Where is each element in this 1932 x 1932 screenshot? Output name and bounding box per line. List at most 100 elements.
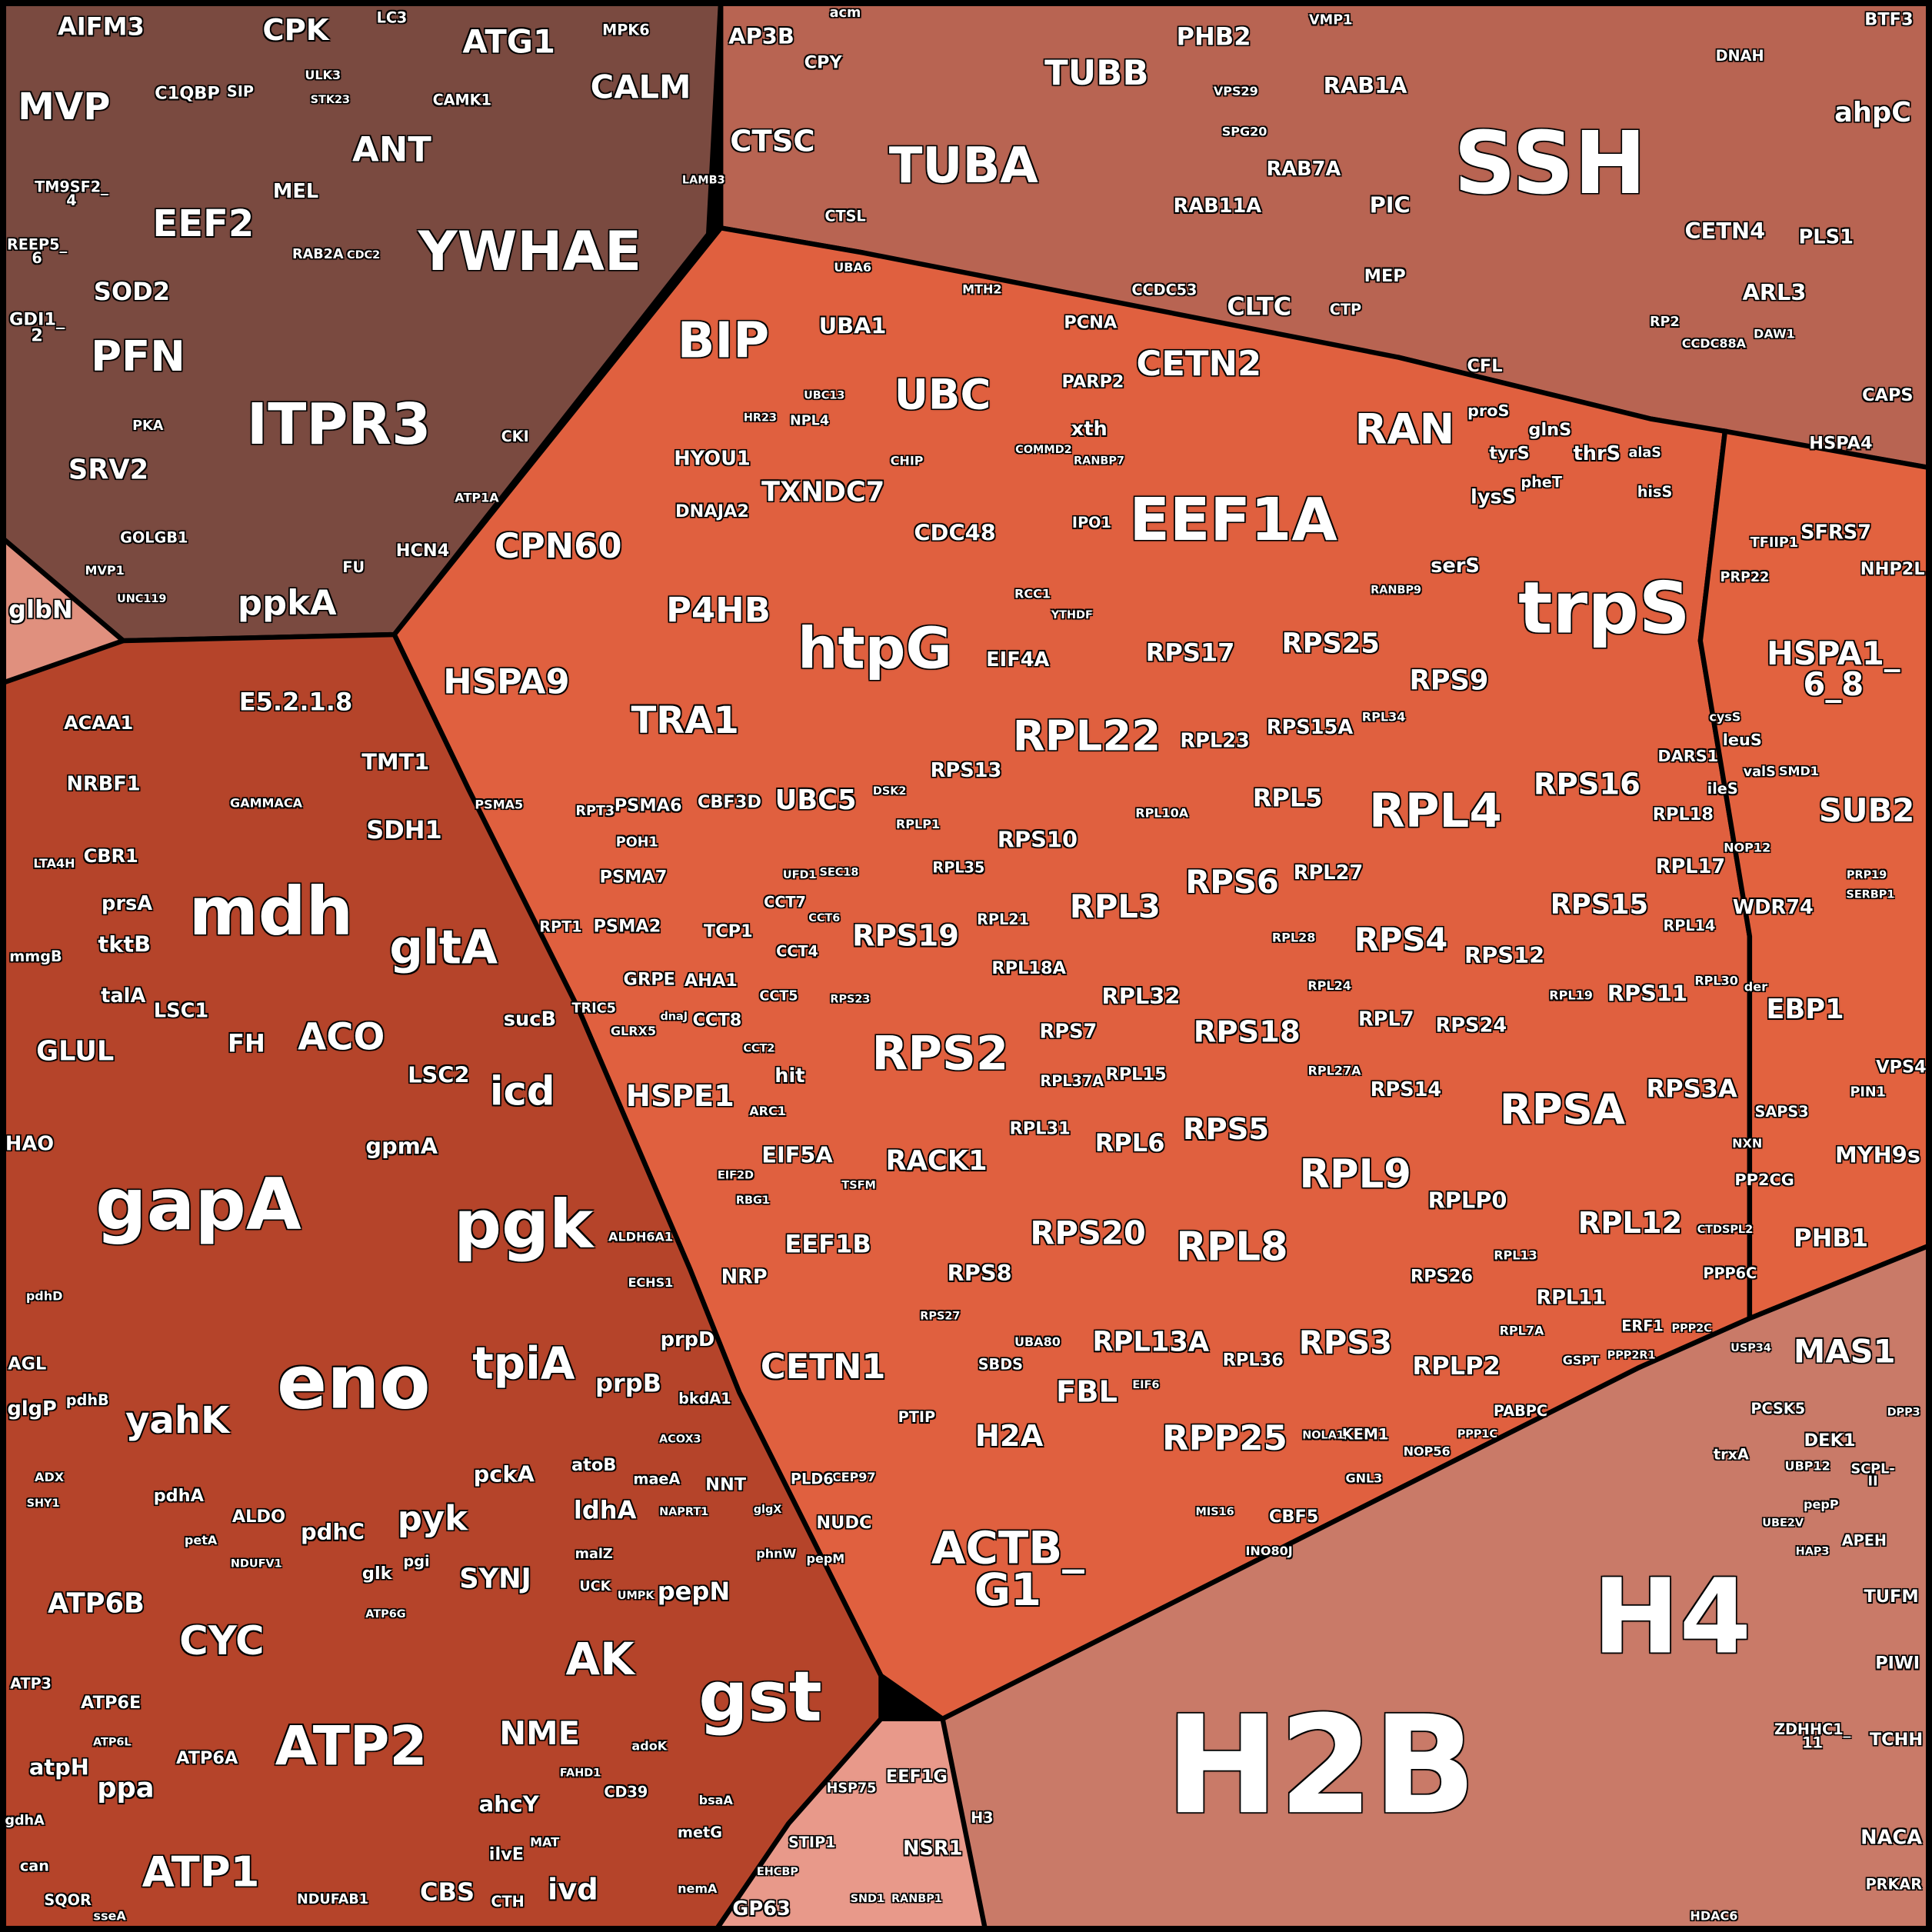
cell-label: UBC13 bbox=[804, 390, 845, 403]
cell-label: HSPA4 bbox=[1809, 434, 1873, 455]
cell-label: PIC bbox=[1369, 192, 1411, 219]
cell-label: CPK bbox=[262, 12, 329, 48]
cell-label: RPL7A bbox=[1499, 1324, 1544, 1339]
cell-label: MEP bbox=[1364, 266, 1406, 287]
cell-label: UMPK bbox=[617, 1590, 655, 1603]
cell-label: RPL31 bbox=[1009, 1119, 1071, 1139]
cell-label: pdhD bbox=[25, 1290, 63, 1304]
cell-label: SND1 bbox=[850, 1893, 885, 1906]
cell-label: SOD2 bbox=[93, 276, 171, 307]
cell-label: HSPA1_ 6_8 bbox=[1767, 636, 1900, 704]
cell-label: SAPS3 bbox=[1754, 1103, 1809, 1121]
cell-label: LSC1 bbox=[153, 998, 209, 1022]
cell-label: CBS bbox=[420, 1877, 475, 1907]
cell-label: CKI bbox=[501, 428, 529, 445]
region-7 bbox=[711, 1716, 988, 1932]
cell-label: CDC48 bbox=[914, 520, 996, 547]
cell-label: MEL bbox=[272, 178, 319, 203]
cell-label: DAW1 bbox=[1754, 328, 1795, 342]
cell-label: MYH9s bbox=[1835, 1142, 1920, 1169]
cell-label: NDUFV1 bbox=[230, 1558, 282, 1571]
cell-label: CLTC bbox=[1227, 291, 1292, 321]
cell-label: CCT4 bbox=[776, 943, 818, 961]
cell-label: xth bbox=[1071, 417, 1108, 441]
cell-label: RPS7 bbox=[1039, 1019, 1098, 1043]
cell-label: CHIP bbox=[890, 455, 924, 469]
cell-label: CCT2 bbox=[743, 1043, 775, 1056]
cell-label: HSPA9 bbox=[443, 661, 570, 702]
cell-label: bkdA1 bbox=[678, 1390, 731, 1408]
cell-label: RANBP1 bbox=[891, 1893, 942, 1906]
cell-label: ULK3 bbox=[305, 69, 341, 83]
cell-label: ldhA bbox=[573, 1495, 637, 1525]
cell-label: valS bbox=[1743, 763, 1776, 780]
cell-label: serS bbox=[1431, 553, 1480, 578]
cell-label: CTSL bbox=[824, 207, 866, 225]
cell-label: mmgB bbox=[9, 948, 62, 965]
cell-label: NUDC bbox=[816, 1513, 872, 1534]
cell-label: RPL18A bbox=[991, 958, 1066, 979]
cell-label: atpH bbox=[28, 1755, 89, 1781]
cell-label: GAMMACA bbox=[230, 797, 303, 811]
cell-label: RPL23 bbox=[1180, 728, 1250, 752]
cell-label: ARL3 bbox=[1742, 280, 1807, 307]
cell-label: pyk bbox=[397, 1497, 468, 1539]
cell-label: mdh bbox=[188, 872, 354, 951]
cell-label: ATG1 bbox=[462, 24, 555, 62]
cell-label: ARC1 bbox=[749, 1105, 786, 1120]
cell-label: PPP1C bbox=[1457, 1428, 1498, 1441]
cell-label: ATP6G bbox=[365, 1608, 406, 1621]
cell-label: RACK1 bbox=[885, 1146, 988, 1178]
cell-label: prpD bbox=[660, 1327, 715, 1351]
cell-label: gapA bbox=[95, 1162, 301, 1247]
cell-label: proS bbox=[1467, 402, 1510, 421]
cell-label: RPS15 bbox=[1550, 890, 1649, 921]
cell-label: RP2 bbox=[1649, 314, 1680, 330]
cell-label: CETN2 bbox=[1136, 343, 1262, 385]
cell-label: CCT7 bbox=[764, 893, 806, 911]
cell-label: ATP6B bbox=[48, 1588, 145, 1620]
cell-label: CAPS bbox=[1862, 386, 1914, 406]
cell-label: GP63 bbox=[732, 1897, 791, 1920]
cell-label: VPS4 bbox=[1876, 1058, 1927, 1078]
region-4 bbox=[0, 631, 884, 1932]
cell-label: RANBP9 bbox=[1371, 585, 1422, 598]
cell-label: SMD1 bbox=[1779, 765, 1819, 779]
cell-label: CDC2 bbox=[347, 249, 381, 262]
cell-label: EIF4A bbox=[986, 647, 1050, 671]
cell-label: SERBP1 bbox=[1846, 889, 1895, 902]
cell-label: RPLP0 bbox=[1427, 1188, 1507, 1214]
cell-label: POH1 bbox=[615, 834, 658, 851]
cell-label: TSFM bbox=[841, 1180, 876, 1193]
cell-label: gltA bbox=[389, 920, 498, 975]
cell-label: ivd bbox=[548, 1872, 598, 1907]
cell-label: RPL9 bbox=[1299, 1150, 1411, 1198]
cell-label: pheT bbox=[1521, 473, 1562, 491]
cell-label: gpmA bbox=[365, 1134, 438, 1161]
cell-label: nemA bbox=[678, 1883, 718, 1897]
cell-label: can bbox=[19, 1857, 49, 1875]
cell-label: icd bbox=[489, 1068, 555, 1115]
cell-label: glnS bbox=[1528, 420, 1572, 441]
cell-label: glgX bbox=[753, 1504, 782, 1517]
cell-label: tyrS bbox=[1489, 444, 1530, 464]
cell-label: AHA1 bbox=[684, 971, 738, 991]
cell-label: RPS14 bbox=[1370, 1077, 1442, 1101]
cell-label: CALM bbox=[590, 69, 691, 107]
cell-label: eno bbox=[276, 1340, 431, 1427]
cell-label: TRA1 bbox=[631, 699, 739, 743]
cell-label: RPS11 bbox=[1607, 981, 1688, 1008]
cell-label: SUB2 bbox=[1818, 793, 1915, 831]
cell-label: ALDH6A1 bbox=[608, 1231, 674, 1245]
cell-label: HR23 bbox=[743, 412, 778, 425]
cell-label: SPG20 bbox=[1221, 125, 1267, 140]
cell-label: yahK bbox=[125, 1399, 230, 1443]
cell-label: RPL12 bbox=[1577, 1205, 1683, 1241]
cell-label: NOP56 bbox=[1403, 1445, 1451, 1460]
cell-label: RCC1 bbox=[1014, 588, 1051, 602]
cell-label: FH bbox=[228, 1028, 265, 1058]
region-6 bbox=[940, 1241, 1932, 1932]
cell-label: TFIIP1 bbox=[1750, 534, 1799, 551]
cell-label: RBG1 bbox=[735, 1194, 770, 1208]
